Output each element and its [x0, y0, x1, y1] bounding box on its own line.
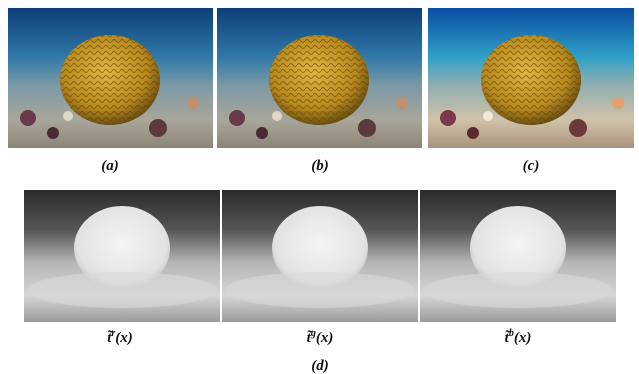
caption-d: (d) [311, 358, 329, 374]
image-c [428, 8, 634, 148]
label-arg: (x) [115, 330, 133, 346]
image-a [8, 8, 213, 148]
transmission-g [222, 190, 418, 322]
transmission-r [24, 190, 220, 322]
label-arg: (x) [514, 330, 532, 346]
transmission-label: t̃r(x) [107, 328, 133, 346]
label-arg: (x) [316, 330, 334, 346]
label-a: (a) [101, 158, 119, 174]
image-b [217, 8, 422, 148]
transmission-b [420, 190, 616, 322]
transmission-label: t̃g(x) [307, 328, 334, 346]
label-b: (b) [311, 158, 329, 174]
figure: (a) (b) (c) t̃r(x) t̃g(x) t̃b(x) (d) [0, 0, 639, 374]
label-c: (c) [523, 158, 540, 174]
transmission-label: t̃b(x) [505, 328, 532, 346]
